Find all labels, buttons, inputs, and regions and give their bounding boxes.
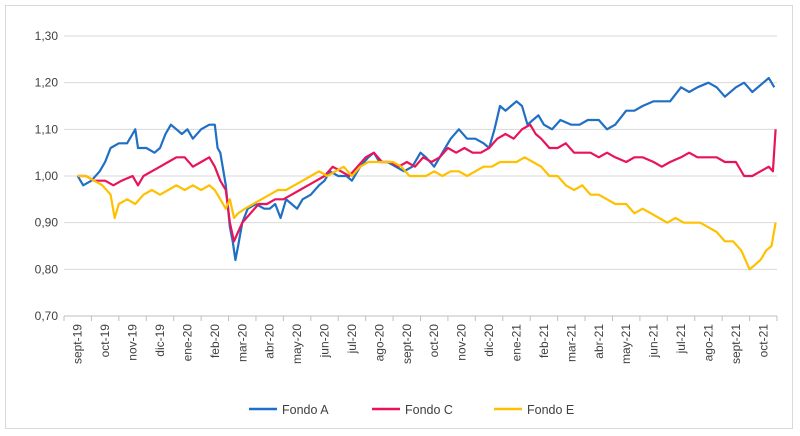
x-tick-label: may-20: [290, 324, 304, 364]
chart-frame: 0,70 0,80 0,90 1,00 1,10 1,20 1,30 sept-19 oct-…: [5, 5, 793, 429]
legend-label: Fondo A: [282, 403, 329, 417]
x-tick-label: sept-19: [71, 324, 85, 364]
y-tick-label: 0,80: [35, 262, 59, 276]
y-tick-label: 0,70: [35, 309, 59, 323]
x-tick-label: ago-21: [701, 324, 715, 362]
legend-label: Fondo C: [405, 403, 453, 417]
x-tick-label: jun-21: [647, 324, 661, 359]
x-tick-label: ene-21: [509, 324, 523, 362]
x-tick-label: jun-20: [318, 324, 332, 359]
series-line-fondo-a: [76, 76, 776, 262]
y-tick-label: 1,30: [35, 29, 59, 43]
legend-label: Fondo E: [527, 403, 574, 417]
x-tick-label: mar-20: [235, 324, 249, 362]
legend-item: Fondo A: [249, 403, 329, 417]
x-tick-label: may-21: [619, 324, 633, 364]
y-tick-label: 1,20: [35, 76, 59, 90]
legend-item: Fondo C: [372, 403, 453, 417]
x-tick-label: oct-21: [756, 324, 770, 358]
x-tick-label: feb-21: [537, 324, 551, 358]
x-tick-label: jul-20: [345, 324, 359, 355]
y-tick-label: 1,10: [35, 122, 59, 136]
series-line-fondo-e: [77, 156, 777, 271]
legend: Fondo A Fondo C Fondo E: [249, 403, 574, 417]
x-axis: [63, 315, 778, 321]
y-tick-label: 0,90: [35, 216, 59, 230]
x-tick-label: nov-20: [455, 324, 469, 361]
y-axis-ticks: 0,70 0,80 0,90 1,00 1,10 1,20 1,30: [35, 29, 59, 323]
x-tick-label: ago-20: [372, 324, 386, 362]
x-tick-label: abr-20: [263, 324, 277, 359]
x-tick-label: jul-21: [674, 324, 688, 355]
line-chart: 0,70 0,80 0,90 1,00 1,10 1,20 1,30 sept-19 oct-…: [35, 29, 778, 417]
x-tick-label: dic-19: [153, 324, 167, 357]
x-tick-label: mar-21: [564, 324, 578, 362]
x-tick-label: nov-19: [126, 324, 140, 361]
y-tick-label: 1,00: [35, 169, 59, 183]
series-lines: [76, 76, 777, 271]
x-axis-ticks: sept-19 oct-19 nov-19 dic-19 ene-20 feb-20 mar…: [71, 324, 771, 364]
x-tick-label: feb-20: [208, 324, 222, 358]
x-tick-label: dic-20: [482, 324, 496, 357]
x-tick-label: oct-19: [98, 324, 112, 358]
x-tick-label: sept-21: [729, 324, 743, 364]
series-line-fondo-c: [77, 123, 777, 243]
x-tick-label: abr-21: [592, 324, 606, 359]
x-tick-label: oct-20: [427, 324, 441, 358]
x-tick-label: sept-20: [400, 324, 414, 364]
x-tick-label: ene-20: [180, 324, 194, 362]
legend-item: Fondo E: [494, 403, 574, 417]
